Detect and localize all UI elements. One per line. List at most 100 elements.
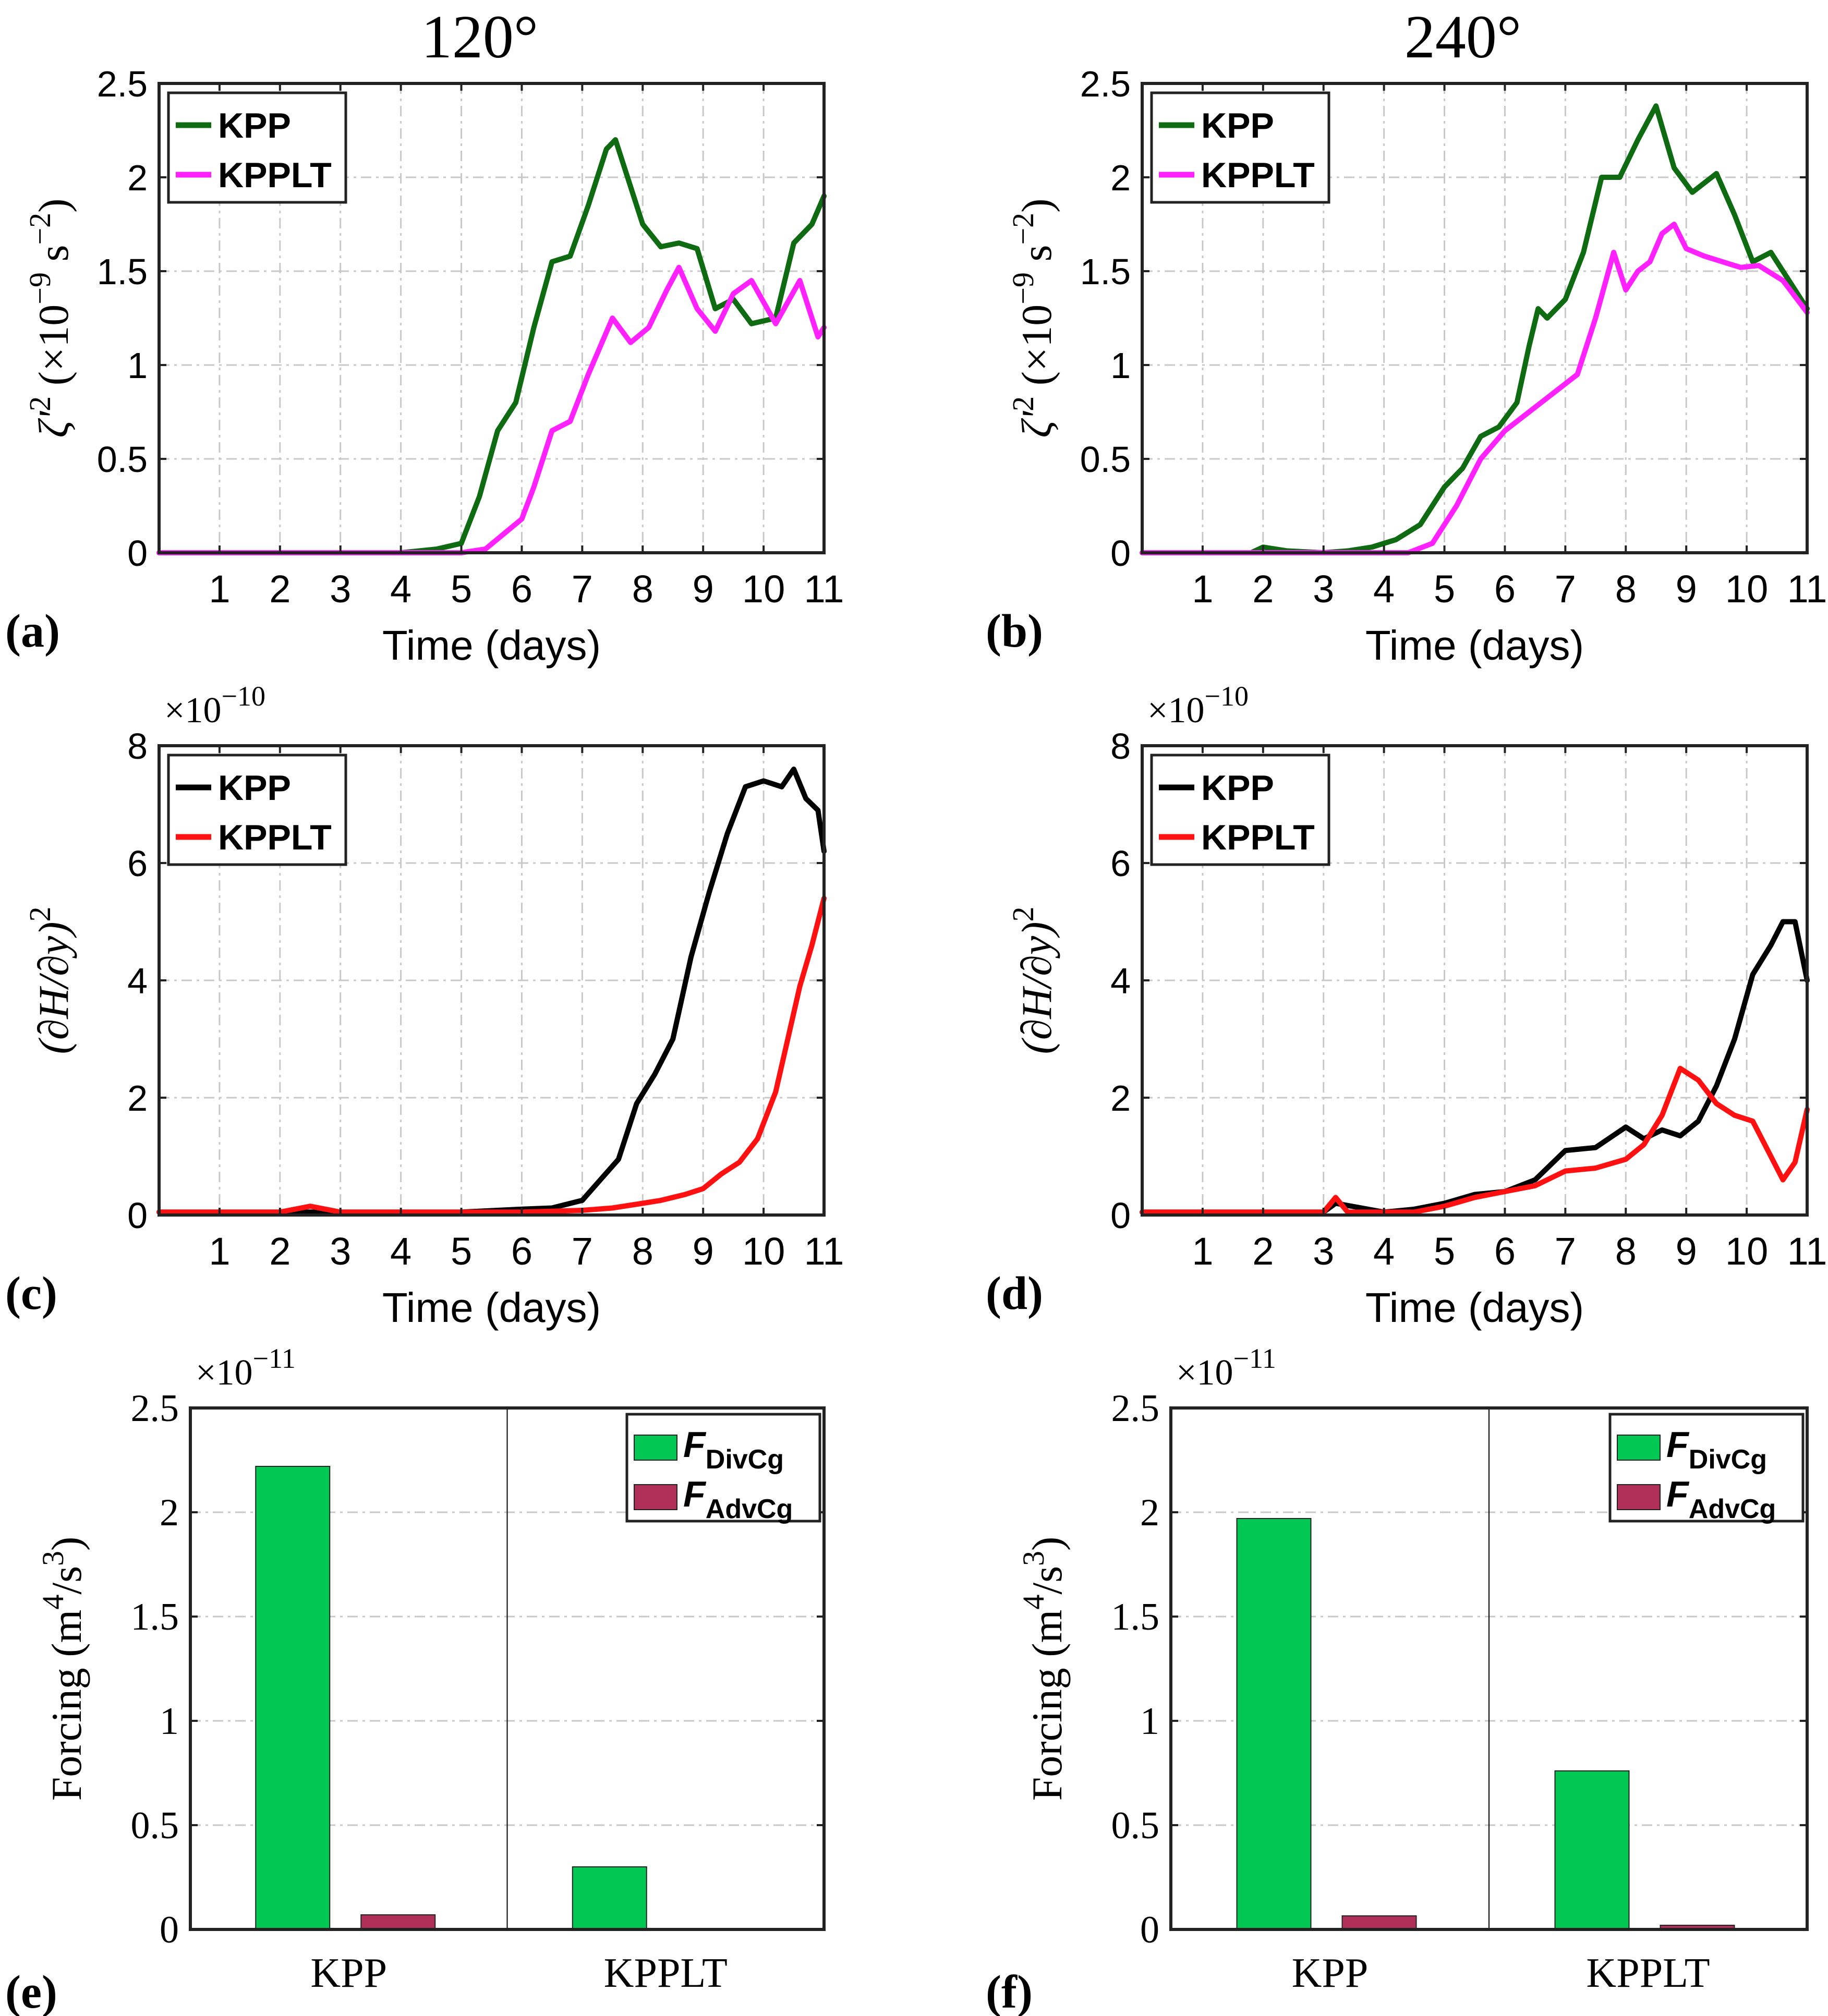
legend-name: F: [683, 1424, 707, 1465]
xtick-label: 3: [330, 1230, 351, 1273]
xtick-label: 4: [390, 567, 411, 611]
x-axis-label: Time (days): [382, 622, 601, 669]
panel-f: KPP KPPLT 0 0.5 1 1.5 2 2.5 ×10−11 Forcing (m4/s3…: [986, 1343, 1809, 2016]
ytick-label: 1.5: [131, 1596, 179, 1638]
xtick-label: 6: [1494, 567, 1516, 611]
ytick-label: 2.5: [131, 1387, 179, 1430]
xtick-label: 9: [693, 567, 714, 611]
ytick-label: 1: [1110, 345, 1131, 386]
axis-exponent-label: ×10−10: [1147, 681, 1249, 731]
xtick-label: 9: [693, 1230, 714, 1273]
xtick-label: 1: [1192, 567, 1213, 611]
exponent-power: −11: [252, 1343, 295, 1374]
panel-label: (c): [5, 1268, 57, 1319]
exponent-power: −10: [221, 681, 265, 712]
legend-swatch: [1617, 1435, 1661, 1461]
legend-swatch: [1617, 1484, 1661, 1510]
legend-label: FAdvCg: [1666, 1474, 1776, 1524]
xtick-label: 5: [1434, 1230, 1455, 1273]
ylabel-base: ζ': [1013, 410, 1060, 438]
xtick-label: 7: [1555, 1230, 1576, 1273]
xtick-label: 6: [511, 1230, 532, 1273]
xtick-label: 5: [451, 567, 472, 611]
axis-exponent-label: ×10−11: [196, 1343, 296, 1393]
ylabel-text: Forcing (m: [43, 1610, 90, 1801]
exponent-power: −11: [1233, 1343, 1276, 1374]
ytick-label: 1.5: [1111, 1596, 1160, 1638]
legend-label: KPP: [218, 768, 291, 808]
y-axis-label: Forcing (m4/s3): [36, 1537, 90, 1801]
column-title-120: 120°: [421, 3, 538, 71]
y-axis-label: Forcing (m4/s3): [1016, 1537, 1071, 1801]
series-line-kpp: [156, 137, 827, 555]
ytick-label: 0: [1140, 1909, 1159, 1951]
ytick-label: 4: [1110, 961, 1131, 1001]
ylabel-unit: (×10: [1013, 305, 1060, 396]
ytick-label: 2: [1110, 1078, 1131, 1119]
series-line-kpplt: [1140, 222, 1810, 555]
ylabel-unit-exp: −9: [23, 272, 57, 305]
ylabel-sup: 2: [1006, 906, 1040, 921]
ytick-label: 2.5: [1111, 1387, 1160, 1430]
y-axis-label: (∂H/∂y)2: [1006, 906, 1060, 1054]
ylabel-unit-close: ): [30, 199, 77, 213]
x-axis-label: Time (days): [1365, 1284, 1584, 1331]
ytick-label: 0.5: [131, 1804, 179, 1847]
series-line-kpplt: [1140, 1065, 1810, 1215]
ylabel-close: ): [1023, 1537, 1071, 1551]
legend-subscript: DivCg: [706, 1444, 784, 1475]
x-axis-label: Time (days): [382, 1284, 601, 1331]
xtick-label: 4: [390, 1230, 411, 1273]
xtick-label: 4: [1373, 1230, 1395, 1273]
ytick-label: 6: [127, 843, 148, 884]
xtick-label: 5: [1434, 567, 1455, 611]
bar-kpp-advcg: [360, 1914, 436, 1930]
ytick-label: 0: [1110, 533, 1131, 574]
legend-box: [167, 754, 347, 866]
xtick-label: 1: [1192, 1230, 1213, 1273]
ytick-label: 6: [1110, 843, 1131, 884]
xtick-label: 6: [1494, 1230, 1516, 1273]
ytick-label: 0: [127, 1195, 148, 1236]
panel-label: (d): [986, 1268, 1043, 1319]
ylabel-unit-mid: s: [1013, 245, 1060, 272]
xtick-label: 7: [1555, 567, 1576, 611]
series-line-kpplt: [156, 264, 827, 555]
ytick-label: 2.5: [97, 64, 148, 104]
xtick-label: 3: [1313, 567, 1334, 611]
legend-subscript: AdvCg: [706, 1494, 793, 1524]
xtick-label: 3: [1313, 1230, 1334, 1273]
xtick-label: 7: [572, 1230, 593, 1273]
ylabel-unit-exp2: −2: [23, 213, 57, 245]
ylabel-base: ζ': [30, 410, 77, 438]
exponent-base: ×10: [196, 1353, 252, 1393]
ytick-label: 1: [1140, 1700, 1159, 1743]
ylabel-mid: /s: [43, 1566, 90, 1595]
xtick-label: 11: [804, 1230, 844, 1273]
ytick-label: 1: [160, 1700, 179, 1743]
xtick-label: 1: [209, 567, 230, 611]
xtick-label: 2: [1252, 567, 1274, 611]
legend-label: KPPLT: [1201, 155, 1315, 195]
bar-kpp-divcg: [1236, 1518, 1312, 1930]
xtick-label: 9: [1676, 567, 1697, 611]
legend-box: [167, 91, 347, 204]
legend-name: F: [683, 1474, 707, 1514]
bar-kpp-advcg: [1341, 1915, 1417, 1930]
ylabel-text: (∂H/∂y): [1013, 921, 1060, 1054]
ytick-label: 1.5: [97, 251, 148, 292]
axes-box: [1141, 82, 1809, 554]
ylabel-sup: 2: [23, 396, 57, 411]
legend-name: F: [1666, 1474, 1690, 1514]
legend-box: [1150, 91, 1330, 204]
xtick-label: KPPLT: [1586, 1950, 1710, 1996]
x-axis-label: Time (days): [1365, 622, 1584, 669]
xtick-label: 8: [1615, 567, 1637, 611]
ylabel-text: (∂H/∂y): [30, 921, 77, 1054]
ytick-label: 2: [1110, 157, 1131, 198]
column-title-240: 240°: [1405, 3, 1521, 71]
